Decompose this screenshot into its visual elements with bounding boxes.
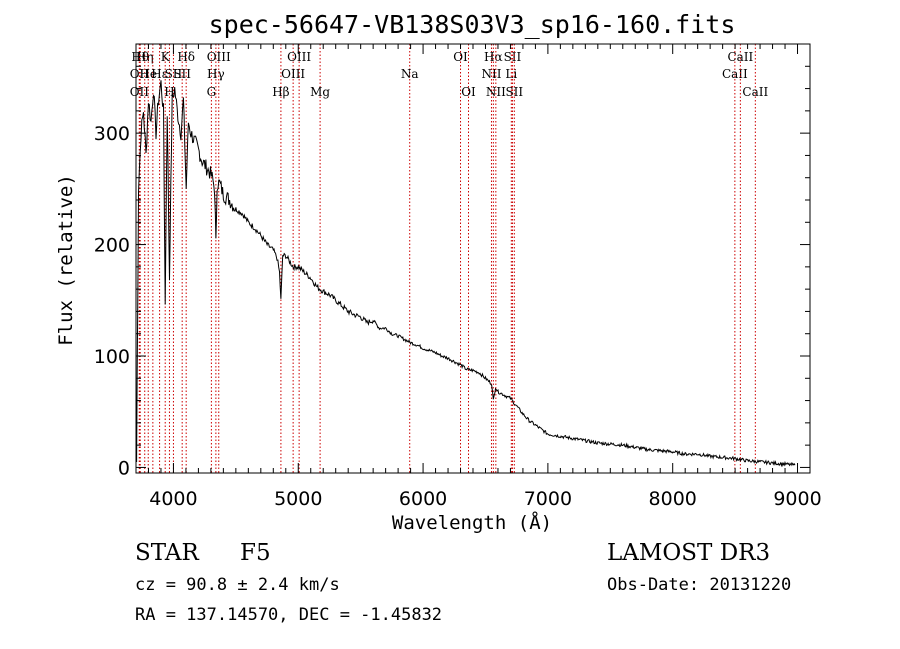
line-marker-label: Hα (484, 50, 503, 64)
line-marker-label: Hγ (207, 67, 225, 81)
line-marker-label: Na (401, 67, 419, 81)
x-tick-label: 8000 (649, 488, 697, 510)
line-marker-label: OIII (281, 67, 305, 81)
x-tick-label: 9000 (773, 488, 821, 510)
line-marker-label: OII (130, 85, 150, 99)
y-tick-label: 200 (94, 235, 130, 257)
y-axis-ticks: 0 100 200 300 (94, 65, 810, 479)
line-marker-label: G (207, 85, 217, 99)
object-subclass: F5 (240, 540, 271, 566)
coordinates-readout: RA = 137.14570, DEC = -1.45832 (135, 605, 442, 625)
y-tick-label: 100 (94, 346, 130, 368)
line-marker-label: NII (486, 85, 506, 99)
observation-date: Obs-Date: 20131220 (607, 575, 791, 595)
redshift-readout: cz = 90.8 ± 2.4 km/s (135, 575, 340, 595)
line-marker-label: Hδ (177, 50, 195, 64)
line-marker-label: H (164, 85, 174, 99)
line-marker-label: OIII (287, 50, 311, 64)
line-marker-label: NII (481, 67, 501, 81)
line-marker-label: Hε (151, 67, 168, 81)
line-marker-label: SII (504, 50, 522, 64)
line-marker-label: SII (173, 67, 191, 81)
line-marker-label: He (139, 67, 157, 81)
line-marker-label: OIII (207, 50, 231, 64)
line-marker-label: CaII (722, 67, 748, 81)
y-tick-label: 300 (94, 123, 130, 145)
x-axis-label: Wavelength (Å) (392, 511, 552, 534)
line-marker-label: K (161, 50, 171, 64)
line-marker-label: OII (130, 67, 150, 81)
line-marker-label: Hη (136, 50, 154, 64)
survey-name: LAMOST DR3 (607, 540, 770, 566)
line-marker-label: OI (461, 85, 476, 99)
line-markers: HθOIIOIIHηHeHεKHSIIHδSIIGHγOIIIHβOIIIOII… (130, 44, 768, 473)
spectrum-layer (136, 80, 796, 468)
x-tick-label: 6000 (399, 488, 447, 510)
spectrum-line (136, 80, 796, 468)
x-tick-label: 5000 (274, 488, 322, 510)
line-marker-label: OI (453, 50, 468, 64)
line-marker-label: Mg (310, 85, 330, 99)
x-tick-label: 7000 (524, 488, 572, 510)
line-marker-label: SII (165, 67, 183, 81)
y-axis-label: Flux (relative) (55, 174, 77, 346)
line-marker-label: Hβ (272, 85, 289, 99)
x-axis-ticks: 4000 5000 6000 7000 8000 9000 (147, 44, 822, 510)
x-tick-label: 4000 (149, 488, 197, 510)
line-marker-label: CaII (742, 85, 768, 99)
plot-frame (135, 43, 811, 474)
line-marker-label: SII (505, 85, 523, 99)
y-tick-label: 0 (118, 457, 130, 479)
line-marker-label: Li (505, 67, 517, 81)
chart-title: spec-56647-VB138S03V3_sp16-160.fits (209, 10, 736, 39)
line-marker-label: CaII (727, 50, 753, 64)
object-class: STAR (135, 540, 199, 566)
